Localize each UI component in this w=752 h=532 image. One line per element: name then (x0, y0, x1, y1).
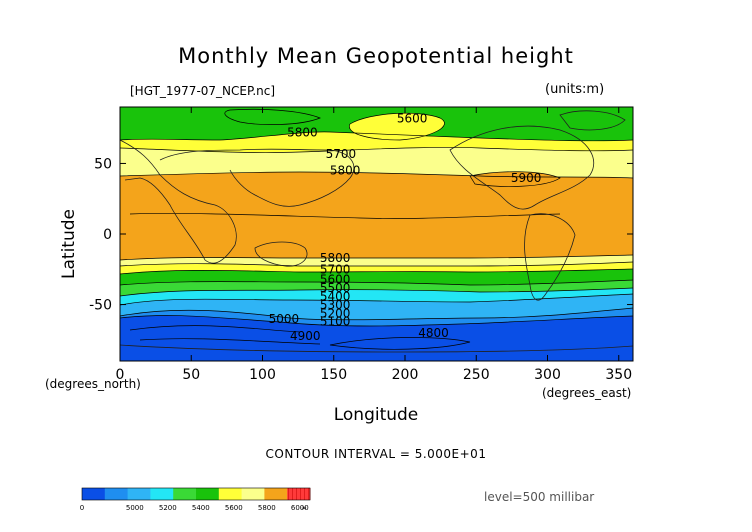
contour-label: 5700 (320, 263, 351, 277)
high-5900-patch (470, 171, 560, 187)
colorbar-tick-label: 5800 (258, 504, 276, 512)
contour-line (120, 147, 633, 153)
file-label: [HGT_1977-07_NCEP.nc] (130, 84, 276, 98)
level-label: level=500 millibar (484, 490, 595, 504)
contour-line (120, 131, 633, 142)
contour-line (469, 171, 561, 187)
band-5700-5800-n (120, 147, 633, 178)
x-tick-label: 50 (182, 367, 200, 383)
contour-line (349, 112, 445, 141)
contour-label: 4900 (290, 329, 321, 343)
chart-title: Monthly Mean Geopotential height (178, 44, 574, 68)
contour-label: 5300 (320, 298, 351, 312)
contour-interval-label: CONTOUR INTERVAL = 5.000E+01 (265, 447, 487, 461)
colorbar-tick-label: 5000 (126, 504, 144, 512)
colorbar-swatch (82, 488, 106, 500)
colorbar-tick-label: 5400 (192, 504, 210, 512)
y-tick-label: 50 (94, 156, 112, 172)
coastline-south-america (524, 213, 576, 301)
colorbar-tick-label: 5600 (225, 504, 243, 512)
colorbar-swatch (127, 488, 151, 500)
contour-label: 4800 (418, 326, 449, 340)
x-tick-label: 0 (116, 367, 125, 383)
contour-label: 5000 (269, 312, 300, 326)
x-axis: 0 50 100 150 200 250 300 350 (116, 107, 632, 383)
colorbar-swatch (241, 488, 265, 500)
contour-line (120, 307, 633, 321)
x-tick-label: 200 (392, 367, 419, 383)
colorbar-swatch (196, 488, 220, 500)
contour-line (329, 337, 471, 350)
colorbar-tick-label: 6000 (291, 504, 309, 512)
contour-line (224, 108, 321, 125)
colorbar: 0 5000 5200 5400 5600 5800 6000∞ (80, 487, 311, 512)
contour-lines (120, 108, 633, 350)
contour-labels: 5600580057005800590058005700560055005400… (269, 112, 542, 343)
coastline-africa (120, 139, 237, 264)
x-tick-label: 150 (320, 367, 347, 383)
contour-label: 5600 (397, 112, 428, 126)
contour-label: 5800 (330, 164, 361, 178)
x-axis-label: Longitude (333, 405, 419, 425)
x-unit-label: (degrees_east) (542, 386, 632, 400)
units-label: (units:m) (545, 82, 605, 97)
green-patch-north (224, 109, 320, 125)
colorbar-swatch (264, 488, 288, 500)
contour-line (120, 268, 633, 275)
colorbar-tick-label: ∞ (301, 504, 307, 512)
colorbar-tick-label: 0 (80, 504, 84, 512)
coastline-antarctica (120, 344, 633, 353)
x-tick-label: 300 (534, 367, 561, 383)
colorbar-swatch (218, 488, 243, 500)
contour-line (120, 287, 633, 297)
contour-label: 5100 (320, 315, 351, 329)
y-tick-label: 0 (103, 227, 112, 243)
y-axis-label: Latitude (58, 209, 79, 279)
colorbar-swatch (150, 488, 174, 500)
coastline-australia (254, 241, 308, 267)
x-tick-label: 350 (605, 367, 632, 383)
contour-line (120, 254, 633, 261)
colorbar-swatch (173, 488, 197, 500)
colorbar-tick-label: 5200 (159, 504, 177, 512)
contour-line (120, 261, 633, 267)
contour-label: 5800 (287, 126, 318, 140)
contour-line (129, 325, 301, 333)
coastlines (120, 110, 633, 353)
colorbar-swatch (287, 488, 311, 500)
contour-label: 5400 (320, 289, 351, 303)
filled-contours (120, 107, 633, 361)
contour-label: 5800 (320, 251, 351, 265)
x-tick-label: 250 (463, 367, 490, 383)
contour-label: 5700 (326, 147, 357, 161)
y-axis: 50 0 -50 (89, 156, 633, 314)
contour-label: 5600 (320, 272, 351, 286)
contour-line (120, 315, 633, 327)
contour-line (120, 293, 633, 306)
contour-line (129, 213, 561, 219)
y-tick-label: -50 (89, 298, 112, 314)
trough-north (349, 113, 445, 140)
contour-label: 5500 (320, 281, 351, 295)
contour-line (139, 338, 321, 345)
contour-line (120, 171, 633, 179)
contour-label: 5900 (511, 171, 542, 185)
x-tick-label: 100 (249, 367, 276, 383)
contour-label: 5200 (320, 306, 351, 320)
coastline-asia (159, 148, 355, 207)
colorbar-swatch (104, 488, 129, 500)
coastline-greenland (559, 110, 626, 131)
band-gt-5800 (120, 172, 633, 260)
y-unit-label: (degrees_north) (45, 377, 141, 391)
colorbar-frame (81, 487, 311, 501)
band-5600-5700-n (120, 131, 633, 153)
coastline-north-america (449, 125, 595, 210)
